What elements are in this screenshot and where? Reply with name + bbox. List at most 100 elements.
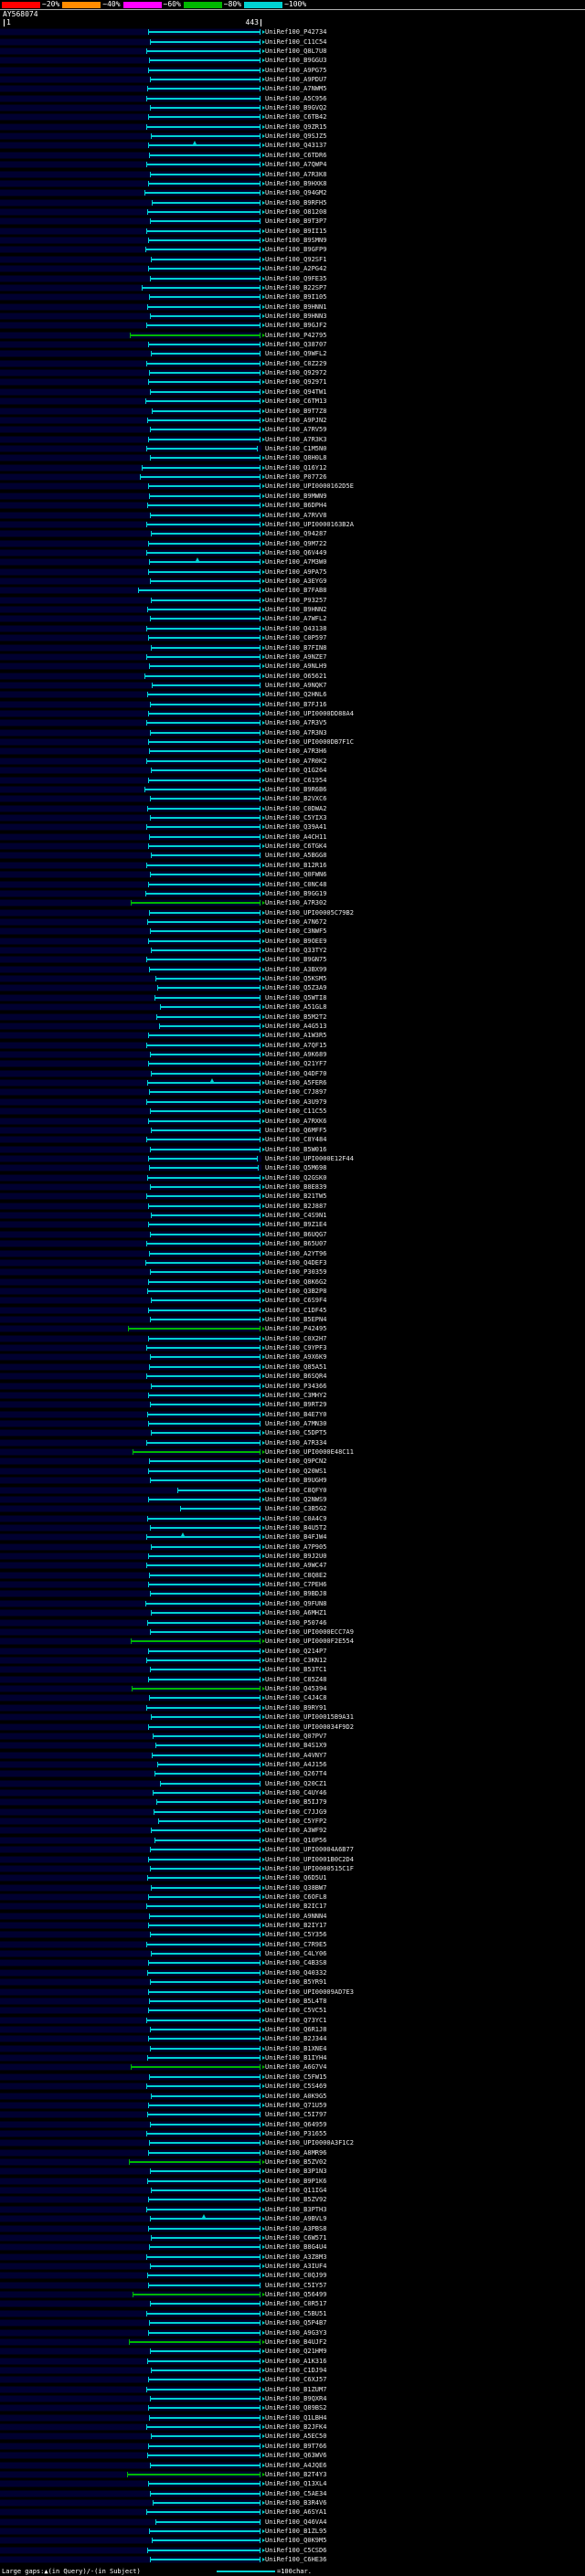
hit-label[interactable]: UniRef100_A9PDU7 [265,75,327,83]
hit-label[interactable]: UniRef100_A7R3V5 [265,719,327,727]
hit-row[interactable]: UniRef100_Q92972 [0,368,585,377]
hit-label[interactable]: UniRef100_O65621 [265,672,327,680]
hit-row[interactable]: UniRef100_A2PG42 [0,264,585,273]
alignment-segment[interactable] [145,722,261,725]
alignment-segment[interactable] [149,798,261,800]
hit-label[interactable]: UniRef100_Q21HM9 [265,2348,327,2356]
hit-row[interactable]: UniRef100_A7R3K3 [0,434,585,443]
hit-label[interactable]: UniRef100_Q4DF70 [265,1069,327,1077]
hit-row[interactable]: UniRef100_B9SMN9 [0,236,585,245]
alignment-segment[interactable] [146,49,261,52]
alignment-segment[interactable] [147,69,261,71]
hit-row[interactable]: UniRef100_A7MN30 [0,1419,585,1428]
hit-row[interactable]: UniRef100_P93257 [0,596,585,605]
alignment-segment[interactable] [148,182,261,185]
hit-label[interactable]: UniRef100_B8G4U4 [265,2243,327,2252]
alignment-segment[interactable] [147,1224,261,1226]
hit-row[interactable]: UniRef100_Q43138 [0,624,585,633]
hit-label[interactable]: UniRef100_B5ZV92 [265,2196,327,2204]
hit-row[interactable]: UniRef100_A3BX99 [0,965,585,974]
hit-label[interactable]: UniRef100_UPI0000DB7F1C [265,738,354,747]
hit-row[interactable]: UniRef100_A4VNY7 [0,1750,585,1759]
alignment-segment[interactable] [148,494,261,497]
alignment-segment[interactable] [130,1640,261,1643]
alignment-segment[interactable] [147,1621,261,1624]
hit-label[interactable]: UniRef100_A7RXK6 [265,1117,327,1125]
hit-label[interactable]: UniRef100_B5IJ79 [265,1798,327,1807]
hit-label[interactable]: UniRef100_B9MWN9 [265,492,327,500]
hit-label[interactable]: UniRef100_C85Z48 [265,1675,327,1683]
hit-label[interactable]: UniRef100_C5Y356 [265,1931,327,1939]
hit-label[interactable]: UniRef100_A5C956 [265,94,327,102]
hit-row[interactable]: UniRef100_Q6V449 [0,548,585,557]
alignment-segment[interactable] [137,589,261,592]
hit-row[interactable]: UniRef100_A2YT96 [0,1248,585,1257]
alignment-segment[interactable] [146,551,261,554]
alignment-segment[interactable] [148,911,261,914]
hit-row[interactable]: UniRef100_A5BGG8 [0,851,585,860]
hit-label[interactable]: UniRef100_Q85A51 [265,1362,327,1371]
hit-label[interactable]: UniRef100_C7PEH6 [265,1581,327,1589]
alignment-segment[interactable] [148,1498,261,1500]
alignment-segment[interactable] [146,1243,261,1246]
hit-row[interactable]: UniRef100_C85Z48 [0,1675,585,1684]
hit-label[interactable]: UniRef100_Q56499 [265,2291,327,2299]
alignment-segment[interactable] [153,2501,261,2504]
hit-label[interactable]: UniRef100_B9BDJ8 [265,1590,327,1598]
hit-label[interactable]: UniRef100_A4J156 [265,1760,327,1768]
hit-row[interactable]: UniRef100_B9MWN9 [0,492,585,501]
alignment-segment[interactable] [146,1139,261,1141]
hit-label[interactable]: UniRef100_C61954 [265,776,327,784]
alignment-segment[interactable] [148,779,261,781]
alignment-segment[interactable] [150,646,261,649]
hit-label[interactable]: UniRef100_C4B3S8 [265,1959,327,1967]
hit-row[interactable]: UniRef100_B7FAB8 [0,586,585,595]
hit-row[interactable]: UniRef100_B9HNN3 [0,312,585,321]
alignment-segment[interactable] [149,1148,261,1150]
alignment-segment[interactable] [145,324,261,327]
hit-row[interactable]: UniRef100_UPI0001B0C2D4 [0,1854,585,1863]
hit-row[interactable]: UniRef100_B4UJF2 [0,2337,585,2347]
hit-row[interactable]: UniRef100_B7FJ16 [0,700,585,709]
hit-row[interactable]: UniRef100_Q43137 [0,141,585,150]
alignment-segment[interactable] [151,599,261,601]
hit-label[interactable]: UniRef100_P30359 [265,1268,327,1277]
alignment-segment[interactable] [146,2132,261,2135]
alignment-segment[interactable] [146,2255,261,2258]
hit-row[interactable]: UniRef100_B8E839 [0,1182,585,1192]
alignment-segment[interactable] [147,1289,261,1292]
hit-row[interactable]: UniRef100_Q92SF1 [0,255,585,264]
hit-row[interactable]: UniRef100_Q46VA4 [0,2518,585,2527]
alignment-segment[interactable] [147,305,261,308]
hit-label[interactable]: UniRef100_Q9SJZ5 [265,133,327,141]
hit-label[interactable]: UniRef100_B5YR91 [265,1978,327,1987]
hit-row[interactable]: UniRef100_C0QJ99 [0,2271,585,2280]
alignment-segment[interactable] [149,40,261,43]
hit-row[interactable]: UniRef100_B2IC17 [0,1902,585,1911]
hit-row[interactable]: UniRef100_Q38BW7 [0,1882,585,1892]
hit-label[interactable]: UniRef100_A7R334 [265,1438,327,1447]
hit-label[interactable]: UniRef100_A3WF92 [265,1827,327,1835]
alignment-segment[interactable] [147,1877,261,1880]
hit-label[interactable]: UniRef100_A7R302 [265,899,327,907]
alignment-segment[interactable] [160,1006,261,1009]
alignment-segment[interactable] [146,1044,261,1046]
hit-label[interactable]: UniRef100_UPI0000162D5E [265,482,354,491]
hit-row[interactable]: UniRef100_C7JJG9 [0,1807,585,1817]
hit-label[interactable]: UniRef100_B9RY91 [265,1703,327,1712]
hit-row[interactable]: UniRef100_B1ZL95 [0,2527,585,2536]
hit-row[interactable]: UniRef100_C6S9F4 [0,1296,585,1305]
hit-row[interactable]: UniRef100_B9QXR4 [0,2394,585,2403]
alignment-segment[interactable] [151,2435,261,2438]
hit-label[interactable]: UniRef100_B4FJW4 [265,1533,327,1542]
alignment-segment[interactable] [147,2407,261,2410]
hit-label[interactable]: UniRef100_A4VNY7 [265,1751,327,1759]
hit-label[interactable]: UniRef100_A4JQE6 [265,2461,327,2469]
alignment-segment[interactable] [150,1110,261,1113]
hit-row[interactable]: UniRef100_Q5KSM5 [0,974,585,983]
hit-row[interactable]: UniRef100_C6TDR6 [0,151,585,160]
hit-label[interactable]: UniRef100_Q33TY2 [265,947,327,955]
hit-label[interactable]: UniRef100_B9T3P7 [265,217,327,226]
hit-row[interactable]: UniRef100_Q64959 [0,2119,585,2128]
alignment-segment[interactable] [149,2464,261,2466]
